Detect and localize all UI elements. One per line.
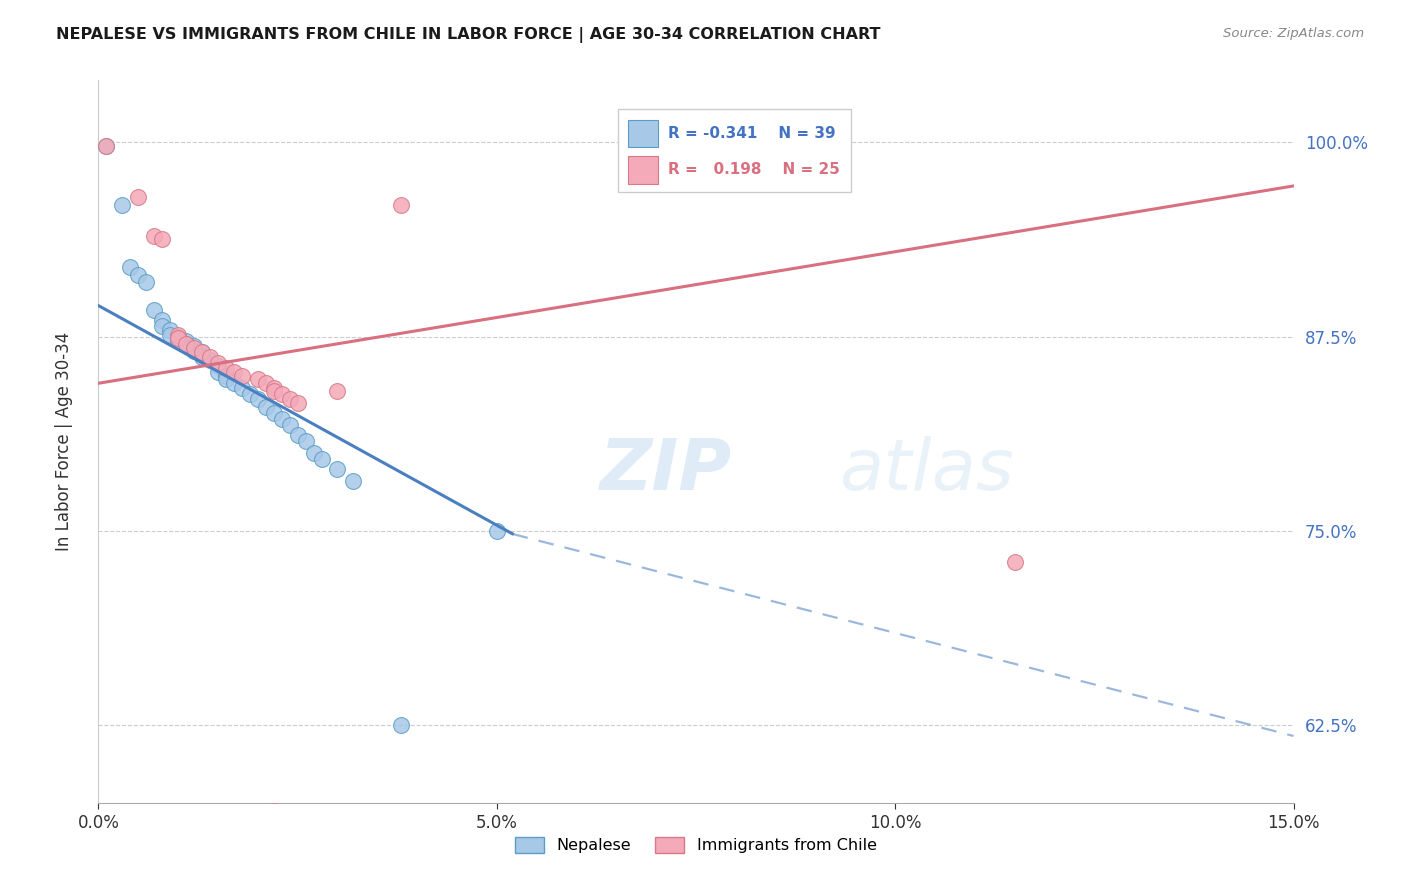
Point — [287, 396, 309, 410]
Point — [150, 232, 173, 246]
Legend: Nepalese, Immigrants from Chile: Nepalese, Immigrants from Chile — [509, 830, 883, 860]
Point — [135, 275, 157, 289]
Point — [174, 334, 197, 349]
Point — [111, 197, 134, 211]
Point — [167, 331, 190, 345]
Point — [246, 371, 269, 385]
Point — [263, 381, 285, 395]
Point — [263, 804, 285, 818]
FancyBboxPatch shape — [628, 120, 658, 147]
Point — [278, 418, 301, 433]
Point — [159, 323, 181, 337]
Point — [127, 268, 149, 282]
Point — [159, 328, 181, 343]
Point — [215, 360, 238, 375]
Point — [198, 350, 221, 364]
FancyBboxPatch shape — [619, 109, 852, 193]
Point — [231, 381, 253, 395]
Point — [287, 427, 309, 442]
Point — [342, 474, 364, 488]
Point — [485, 524, 508, 538]
Point — [167, 329, 190, 343]
Point — [326, 384, 349, 398]
Point — [263, 406, 285, 420]
Point — [294, 434, 316, 448]
Point — [263, 384, 285, 398]
Point — [389, 718, 412, 732]
Point — [150, 312, 173, 326]
Point — [150, 318, 173, 333]
Point — [270, 387, 292, 401]
Point — [191, 350, 214, 364]
Point — [183, 343, 205, 358]
Point — [246, 392, 269, 406]
Point — [326, 461, 349, 475]
Text: NEPALESE VS IMMIGRANTS FROM CHILE IN LABOR FORCE | AGE 30-34 CORRELATION CHART: NEPALESE VS IMMIGRANTS FROM CHILE IN LAB… — [56, 27, 880, 43]
Point — [191, 345, 214, 359]
Point — [389, 197, 412, 211]
Point — [231, 368, 253, 383]
Point — [96, 138, 118, 153]
Point — [127, 190, 149, 204]
Point — [215, 371, 238, 385]
Point — [254, 376, 277, 391]
Point — [1004, 555, 1026, 569]
Point — [174, 337, 197, 351]
Point — [120, 260, 142, 274]
Point — [239, 387, 262, 401]
Point — [167, 328, 190, 343]
Point — [222, 376, 245, 391]
Point — [183, 341, 205, 355]
Point — [270, 412, 292, 426]
Text: ZIP: ZIP — [600, 436, 733, 505]
Point — [222, 365, 245, 379]
Point — [302, 446, 325, 460]
Point — [183, 339, 205, 353]
Text: R =   0.198    N = 25: R = 0.198 N = 25 — [668, 162, 841, 178]
Point — [207, 356, 229, 370]
Y-axis label: In Labor Force | Age 30-34: In Labor Force | Age 30-34 — [55, 332, 73, 551]
Point — [167, 334, 190, 349]
Text: Source: ZipAtlas.com: Source: ZipAtlas.com — [1223, 27, 1364, 40]
Point — [207, 359, 229, 374]
Point — [254, 400, 277, 414]
Text: atlas: atlas — [839, 436, 1014, 505]
Point — [198, 353, 221, 368]
Text: R = -0.341    N = 39: R = -0.341 N = 39 — [668, 127, 837, 141]
Point — [96, 138, 118, 153]
Point — [174, 337, 197, 351]
Point — [215, 368, 238, 383]
Point — [207, 365, 229, 379]
Point — [143, 228, 166, 243]
Point — [278, 392, 301, 406]
Point — [191, 345, 214, 359]
FancyBboxPatch shape — [628, 156, 658, 184]
Point — [311, 452, 333, 467]
Point — [143, 303, 166, 318]
